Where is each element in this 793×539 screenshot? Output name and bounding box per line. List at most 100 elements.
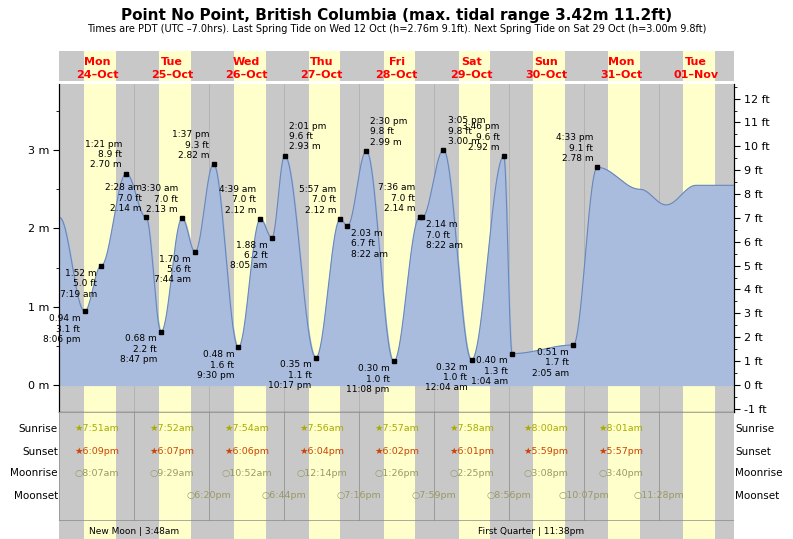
Bar [340,51,359,81]
Bar [684,412,715,539]
Bar [159,412,190,539]
Text: Mon: Mon [84,57,110,66]
Bar [416,84,434,412]
Bar [534,412,565,539]
Text: ★6:06pm: ★6:06pm [224,447,269,456]
Bar [266,84,284,412]
Text: ○1:26pm: ○1:26pm [374,468,419,478]
Bar [284,84,308,412]
Text: Sunset: Sunset [735,447,771,457]
Text: Tue: Tue [161,57,182,66]
Bar [308,412,340,539]
Text: ★6:01pm: ★6:01pm [449,447,494,456]
Text: First Quarter | 11:38pm: First Quarter | 11:38pm [478,527,584,536]
Text: 28–Oct: 28–Oct [375,71,418,80]
Bar [284,412,308,539]
Text: 3:30 am
7.0 ft
2.13 m: 3:30 am 7.0 ft 2.13 m [140,184,178,214]
Text: ○10:07pm: ○10:07pm [558,492,609,500]
Bar [684,84,715,412]
Text: ○3:08pm: ○3:08pm [524,468,569,478]
Bar [584,84,608,412]
Bar [584,412,608,539]
Bar [59,412,84,539]
Bar [640,84,659,412]
Text: 1.88 m
6.2 ft
8:05 am: 1.88 m 6.2 ft 8:05 am [231,240,268,271]
Text: Moonset: Moonset [13,491,58,501]
Text: 0.32 m
1.0 ft
12:04 am: 0.32 m 1.0 ft 12:04 am [424,363,467,392]
Text: ★6:07pm: ★6:07pm [149,447,194,456]
Text: ○9:29am: ○9:29am [150,468,194,478]
Bar [608,412,640,539]
Text: Wed: Wed [233,57,260,66]
Bar [490,51,509,81]
Bar [340,84,359,412]
Bar [159,51,190,81]
Text: 0.30 m
1.0 ft
11:08 pm: 0.30 m 1.0 ft 11:08 pm [347,364,389,394]
Text: ★8:01am: ★8:01am [599,424,644,433]
Text: ★7:54am: ★7:54am [224,424,269,433]
Text: ★5:57pm: ★5:57pm [599,447,644,456]
Text: Tue: Tue [685,57,707,66]
Text: 5:57 am
7.0 ft
2.12 m: 5:57 am 7.0 ft 2.12 m [299,185,336,215]
Bar [434,84,458,412]
Text: New Moon | 3:48am: New Moon | 3:48am [90,527,179,536]
Bar [359,51,384,81]
Text: Sunrise: Sunrise [735,424,774,434]
Text: ○12:14pm: ○12:14pm [297,468,347,478]
Text: Fri: Fri [389,57,404,66]
Bar [534,84,565,412]
Text: 26–Oct: 26–Oct [225,71,268,80]
Bar [384,412,416,539]
Text: ★5:59pm: ★5:59pm [524,447,569,456]
Text: ★6:02pm: ★6:02pm [374,447,419,456]
Bar [359,84,384,412]
Text: ★6:09pm: ★6:09pm [75,447,120,456]
Bar [284,51,308,81]
Text: Sunset: Sunset [22,447,58,457]
Bar [266,51,284,81]
Bar [509,84,534,412]
Text: ★7:57am: ★7:57am [374,424,419,433]
Text: ★8:00am: ★8:00am [524,424,569,433]
Text: 1.52 m
5.0 ft
7:19 am: 1.52 m 5.0 ft 7:19 am [59,269,97,299]
Text: 27–Oct: 27–Oct [301,71,343,80]
Bar [234,412,266,539]
Text: ★7:52am: ★7:52am [149,424,194,433]
Text: Times are PDT (UTC –7.0hrs). Last Spring Tide on Wed 12 Oct (h=2.76m 9.1ft). Nex: Times are PDT (UTC –7.0hrs). Last Spring… [86,24,707,34]
Bar [458,84,490,412]
Bar [659,84,684,412]
Text: 25–Oct: 25–Oct [151,71,193,80]
Text: ★7:51am: ★7:51am [75,424,120,433]
Bar [416,51,434,81]
Text: ○6:44pm: ○6:44pm [262,492,307,500]
Text: 2:01 pm
9.6 ft
2.93 m: 2:01 pm 9.6 ft 2.93 m [289,122,326,151]
Bar [340,412,359,539]
Text: Point No Point, British Columbia (max. tidal range 3.42m 11.2ft): Point No Point, British Columbia (max. t… [121,8,672,23]
Text: 24–Oct: 24–Oct [75,71,118,80]
Text: ○8:07am: ○8:07am [75,468,119,478]
Bar [308,84,340,412]
Text: ★7:58am: ★7:58am [449,424,494,433]
Bar [659,412,684,539]
Bar [84,51,116,81]
Text: 0.35 m
1.1 ft
10:17 pm: 0.35 m 1.1 ft 10:17 pm [269,360,312,390]
Text: 0.51 m
1.7 ft
2:05 am: 0.51 m 1.7 ft 2:05 am [532,348,569,378]
Text: ○7:16pm: ○7:16pm [337,492,381,500]
Bar [209,51,234,81]
Bar [59,84,84,412]
Bar [608,51,640,81]
Text: 3:46 pm
9.6 ft
2.92 m: 3:46 pm 9.6 ft 2.92 m [462,122,500,152]
Bar [116,84,134,412]
Text: Sat: Sat [461,57,482,66]
Bar [59,51,84,81]
Text: 4:33 pm
9.1 ft
2.78 m: 4:33 pm 9.1 ft 2.78 m [556,133,593,163]
Bar [490,412,509,539]
Text: ★7:56am: ★7:56am [299,424,344,433]
Bar [359,412,384,539]
Text: 0.48 m
1.6 ft
9:30 pm: 0.48 m 1.6 ft 9:30 pm [197,350,234,380]
Bar [116,51,134,81]
Text: 1.70 m
5.6 ft
7:44 am: 1.70 m 5.6 ft 7:44 am [154,254,191,285]
Text: 2.14 m
7.0 ft
8:22 am: 2.14 m 7.0 ft 8:22 am [427,220,463,250]
Text: 31–Oct: 31–Oct [600,71,642,80]
Bar [134,84,159,412]
